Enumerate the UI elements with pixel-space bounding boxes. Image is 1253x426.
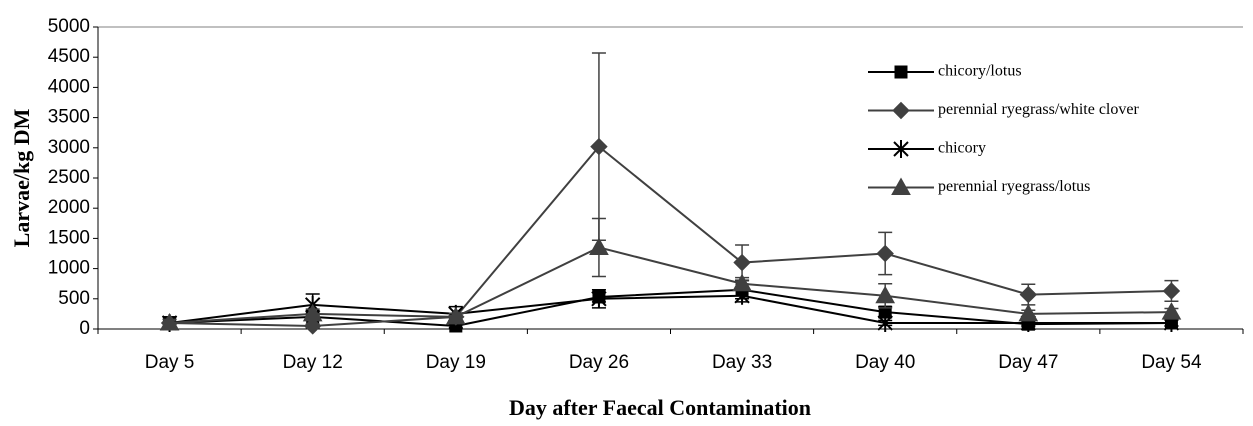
x-tick-label: Day 19: [426, 352, 486, 373]
legend-label: perennial ryegrass/white clover: [938, 101, 1139, 118]
point: [1019, 285, 1038, 304]
x-tick-label: Day 26: [569, 352, 629, 373]
x-tick-label: Day 40: [855, 352, 915, 373]
point: [591, 289, 607, 308]
x-tick-label: Day 54: [1141, 352, 1202, 373]
point: [877, 313, 893, 332]
y-axis-title: Larvae/kg DM: [9, 108, 34, 247]
x-tick-label: Day 5: [145, 352, 195, 373]
y-tick-label: 4000: [48, 76, 90, 97]
series-line: [169, 246, 1172, 324]
point: [876, 244, 894, 263]
y-tick-label: 5000: [48, 16, 90, 37]
point: [302, 303, 323, 322]
x-tick-label: Day 33: [712, 352, 772, 373]
series-line: [169, 145, 1172, 327]
y-tick-label: 4500: [48, 46, 90, 67]
y-tick-label: 0: [79, 318, 90, 339]
legend-marker: [893, 140, 909, 158]
series-line: [169, 294, 1172, 324]
point: [733, 253, 751, 272]
y-tick-label: 3000: [48, 137, 90, 158]
y-tick-label: 1000: [48, 258, 90, 279]
legend-label: chicory/lotus: [938, 63, 1022, 80]
legend-label: perennial ryegrass/lotus: [938, 178, 1090, 195]
legend-marker: [894, 65, 908, 79]
point: [590, 137, 608, 156]
y-tick-label: 1500: [48, 227, 90, 248]
point: [1161, 302, 1182, 320]
point: [159, 312, 180, 331]
legend-marker: [891, 177, 911, 195]
x-axis-title: Day after Faecal Contamination: [509, 395, 811, 420]
x-tick-label: Day 12: [283, 352, 343, 373]
point: [1018, 303, 1039, 322]
y-tick-label: 500: [58, 288, 90, 309]
legend-marker: [892, 101, 910, 120]
x-tick-label: Day 47: [998, 352, 1058, 373]
legend-label: chicory: [938, 140, 986, 157]
point: [875, 285, 896, 304]
point: [589, 237, 609, 255]
point: [1162, 282, 1181, 300]
y-tick-label: 2500: [48, 167, 90, 188]
point: [303, 317, 322, 335]
y-tick-label: 2000: [48, 197, 90, 218]
point: [732, 273, 752, 292]
point: [445, 306, 466, 325]
y-tick-label: 3500: [48, 107, 90, 128]
